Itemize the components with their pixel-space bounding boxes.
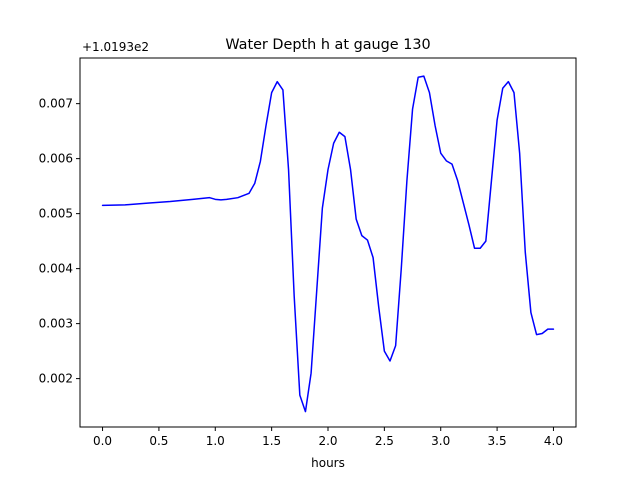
y-tick-label: 0.003	[39, 317, 73, 331]
plot-frame	[79, 57, 577, 428]
x-tick-label: 3.5	[488, 434, 507, 448]
y-axis-ticks: 0.002 0.003 0.004 0.005 0.006 0.007	[39, 97, 80, 386]
x-tick-label: 2.5	[375, 434, 394, 448]
x-tick-label: 1.5	[262, 434, 281, 448]
x-axis-ticks: 0.0 0.5 1.0 1.5 2.0 2.5 3.0 3.5 4.0	[93, 427, 563, 448]
x-tick-label: 3.0	[431, 434, 450, 448]
y-tick-label: 0.002	[39, 372, 73, 386]
x-tick-label: 4.0	[544, 434, 563, 448]
series-line	[101, 75, 555, 413]
x-tick-label: 0.0	[93, 434, 112, 448]
y-tick-label: 0.005	[39, 207, 73, 221]
x-tick-label: 2.0	[318, 434, 337, 448]
x-tick-label: 1.0	[206, 434, 225, 448]
y-tick-label: 0.007	[39, 97, 73, 111]
plot-area	[80, 58, 576, 427]
y-tick-label: 0.006	[39, 152, 73, 166]
x-axis-label: hours	[311, 456, 345, 470]
x-tick-label: 0.5	[149, 434, 168, 448]
y-tick-label: 0.004	[39, 262, 73, 276]
chart-title: Water Depth h at gauge 130	[225, 37, 430, 53]
y-offset-label: +1.0193e2	[82, 40, 149, 54]
